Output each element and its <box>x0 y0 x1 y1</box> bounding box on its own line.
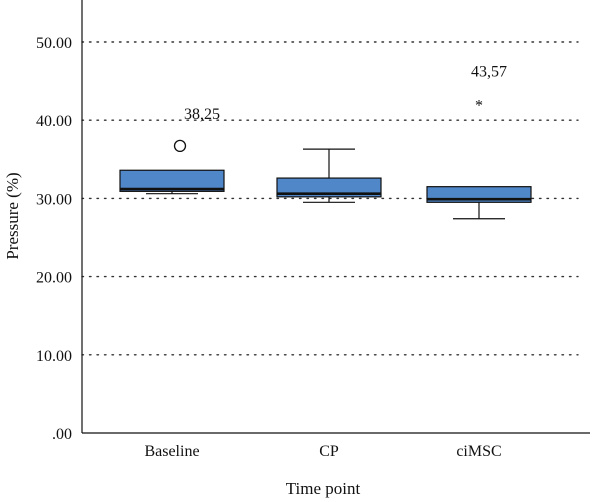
grid-lines <box>81 41 579 356</box>
x-axis-title: Time point <box>286 479 361 498</box>
y-tick-label: 20.00 <box>36 270 72 287</box>
outlier-label: 38,25 <box>184 106 220 123</box>
box-cp <box>276 148 382 203</box>
box-cimsc <box>426 186 532 220</box>
y-axis-title: Pressure (%) <box>3 172 22 259</box>
y-tick-label: .00 <box>52 426 72 443</box>
x-tick-label: ciMSC <box>456 443 501 460</box>
outlier-label: 43,57 <box>471 63 507 80</box>
x-tick-label: Baseline <box>144 443 199 460</box>
y-tick-label: 50.00 <box>36 35 72 52</box>
outliers: 38,25 * 43,57 <box>173 63 507 153</box>
axes <box>81 0 590 434</box>
y-tick-label: 30.00 <box>36 191 72 208</box>
boxes <box>119 148 532 220</box>
x-tick-labels: Baseline CP ciMSC <box>144 443 501 460</box>
y-tick-label: 40.00 <box>36 113 72 130</box>
outlier-marker-asterisk: * <box>475 97 483 114</box>
box-iqr <box>276 177 382 198</box>
box-baseline <box>119 169 225 195</box>
y-tick-labels: .00 10.00 20.00 30.00 40.00 50.00 <box>36 35 72 443</box>
y-tick-label: 10.00 <box>36 348 72 365</box>
outlier-marker-circle <box>173 139 187 153</box>
x-tick-label: CP <box>319 443 339 460</box>
box-iqr <box>119 169 225 192</box>
